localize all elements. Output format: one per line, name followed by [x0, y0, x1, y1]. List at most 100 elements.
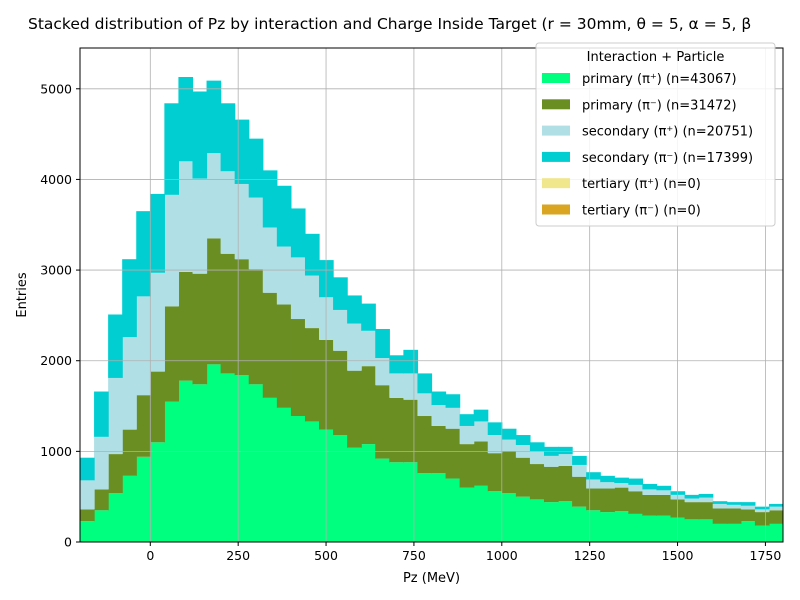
- y-axis: 0 1000 2000 3000 4000 5000: [40, 81, 80, 550]
- bar-series-4-bin-29: [473, 409, 489, 422]
- legend-label: secondary (π⁺) (n=20751): [582, 125, 753, 140]
- bar-series-1-bin-22: [375, 458, 390, 542]
- bar-series-2-bin-37: [586, 488, 601, 511]
- bar-series-1-bin-27: [445, 478, 461, 542]
- bar-series-2-bin-38: [600, 488, 615, 513]
- bar-series-4-bin-4: [122, 259, 137, 338]
- bar-series-3-bin-16: [290, 257, 306, 320]
- bar-series-3-bin-37: [586, 479, 601, 489]
- bar-series-1-bin-10: [206, 364, 222, 542]
- legend-swatch: [542, 125, 570, 136]
- bar-series-1-bin-40: [628, 513, 643, 542]
- legend-entry: tertiary (π⁻) (n=0): [542, 204, 701, 219]
- bar-series-3-bin-25: [417, 393, 433, 417]
- x-tick-label: 500: [314, 548, 338, 563]
- x-axis: 0 250 500 750 1000 1250 1500 1750: [146, 542, 781, 563]
- bar-series-1-bin-44: [684, 519, 700, 542]
- bar-series-3-bin-40: [628, 484, 643, 492]
- x-axis-label: Pz (MeV): [403, 571, 460, 586]
- bar-series-1-bin-36: [572, 506, 587, 542]
- bar-series-4-bin-33: [529, 442, 545, 452]
- bar-series-3-bin-3: [108, 377, 123, 455]
- bar-series-1-bin-9: [192, 384, 208, 542]
- bar-series-2-bin-48: [740, 509, 756, 522]
- bar-series-2-bin-8: [178, 271, 194, 381]
- bar-series-4-bin-5: [136, 211, 151, 297]
- bar-series-1-bin-8: [178, 380, 194, 542]
- bar-series-4-bin-45: [698, 493, 714, 498]
- bar-series-3-bin-36: [572, 464, 587, 477]
- bar-series-1-bin-2: [94, 510, 109, 542]
- bar-series-4-bin-48: [740, 502, 756, 506]
- bar-series-2-bin-42: [656, 494, 672, 516]
- bar-series-2-bin-44: [684, 502, 700, 520]
- bar-series-4-bin-38: [600, 475, 615, 483]
- bar-series-2-bin-4: [122, 429, 137, 476]
- bar-series-1-bin-35: [558, 501, 573, 542]
- bar-series-3-bin-2: [94, 436, 109, 490]
- x-tick-label: 0: [146, 548, 154, 563]
- legend-entry: primary (π⁺) (n=43067): [542, 72, 737, 87]
- y-axis-label: Entries: [15, 272, 30, 318]
- bar-series-3-bin-11: [220, 171, 236, 254]
- bar-series-2-bin-49: [754, 512, 770, 526]
- bar-series-4-bin-37: [586, 472, 601, 480]
- bar-series-1-bin-38: [600, 512, 615, 542]
- y-tick-label: 1000: [40, 444, 72, 459]
- bar-series-3-bin-49: [754, 509, 770, 513]
- bar-series-1-bin-6: [150, 442, 165, 542]
- legend-label: tertiary (π⁺) (n=0): [582, 177, 701, 192]
- bar-series-2-bin-28: [459, 444, 475, 488]
- bar-series-1-bin-5: [136, 456, 151, 542]
- bar-series-1-bin-7: [164, 401, 180, 542]
- bar-series-4-bin-25: [417, 373, 433, 394]
- bar-series-4-bin-24: [403, 349, 419, 374]
- bar-series-2-bin-46: [712, 508, 728, 524]
- bar-series-3-bin-17: [304, 275, 320, 329]
- bar-series-2-bin-34: [543, 466, 559, 503]
- bar-series-2-bin-29: [473, 441, 489, 486]
- bar-series-3-bin-34: [543, 455, 559, 467]
- legend-label: secondary (π⁻) (n=17399): [582, 151, 753, 166]
- legend-entry: tertiary (π⁺) (n=0): [542, 177, 701, 192]
- bar-series-4-bin-8: [178, 77, 194, 162]
- bar-series-4-bin-7: [164, 103, 180, 195]
- chart-title: Stacked distribution of Pz by interactio…: [28, 15, 751, 33]
- bar-series-4-bin-17: [304, 233, 320, 276]
- bar-series-1-bin-42: [656, 515, 672, 542]
- bar-series-4-bin-19: [333, 277, 348, 310]
- bar-series-1-bin-46: [712, 523, 728, 542]
- bar-series-4-bin-28: [459, 414, 475, 426]
- bar-series-4-bin-32: [515, 435, 531, 446]
- bar-series-4-bin-13: [248, 138, 264, 198]
- bar-series-2-bin-23: [389, 397, 404, 463]
- bar-series-1-bin-25: [417, 473, 433, 542]
- bar-series-3-bin-19: [333, 309, 348, 351]
- bar-series-1-bin-48: [740, 521, 756, 542]
- bar-series-2-bin-50: [768, 510, 783, 524]
- legend-title: Interaction + Particle: [587, 50, 725, 65]
- legend-box: [535, 42, 776, 227]
- bar-series-4-bin-12: [234, 119, 250, 184]
- bar-series-2-bin-27: [445, 428, 461, 479]
- bar-series-2-bin-35: [558, 465, 573, 502]
- bar-series-4-bin-40: [628, 478, 643, 485]
- bar-series-3-bin-15: [276, 246, 292, 305]
- bar-series-4-bin-11: [220, 103, 236, 172]
- bar-series-1-bin-31: [501, 493, 517, 542]
- bar-series-2-bin-10: [206, 238, 222, 365]
- bar-series-4-bin-15: [276, 185, 292, 247]
- bar-series-3-bin-35: [558, 454, 573, 466]
- bar-series-3-bin-5: [136, 296, 151, 396]
- plot-frame: [79, 47, 784, 543]
- bar-series-4-bin-36: [572, 455, 587, 465]
- bar-series-4-bin-27: [445, 394, 461, 408]
- bar-series-1-bin-16: [290, 416, 306, 542]
- bar-series-4-bin-6: [150, 193, 165, 273]
- bar-series-1-bin-39: [614, 511, 629, 542]
- bar-series-3-bin-39: [614, 483, 629, 488]
- bar-series-1-bin-21: [361, 444, 376, 542]
- bar-series-3-bin-46: [712, 503, 728, 509]
- bar-series-4-bin-21: [361, 303, 376, 331]
